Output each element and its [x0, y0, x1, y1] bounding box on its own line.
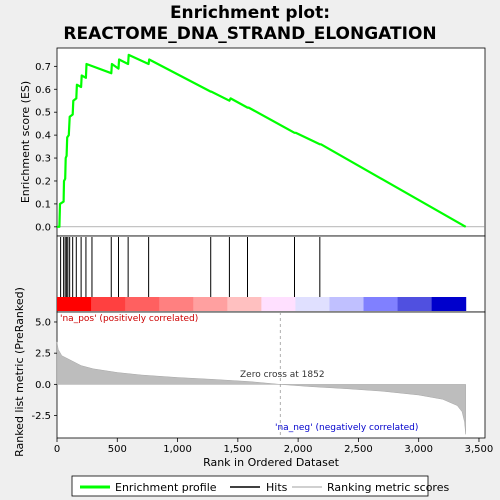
metric-y-tick-label: 0.0: [35, 380, 51, 391]
legend-box: [71, 475, 429, 497]
legend-enrichment-label: Enrichment profile: [115, 481, 217, 494]
x-tick-label: 2,500: [344, 444, 373, 455]
es-y-tick-label: 0.6: [35, 85, 51, 96]
es-y-tick-label: 0.1: [35, 199, 51, 210]
heatmap-band: [125, 297, 160, 311]
metric-y-tick-label: 5.0: [35, 317, 51, 328]
metric-axis-label: Ranked list metric (PreRanked): [13, 287, 26, 457]
legend-hits-label: Hits: [266, 481, 288, 494]
x-tick-label: 500: [108, 444, 127, 455]
plot-title-line1: Enrichment plot:: [170, 3, 330, 23]
es-axis-label: Enrichment score (ES): [19, 81, 32, 203]
x-tick-label: 0: [54, 444, 60, 455]
es-y-tick-label: 0.2: [35, 176, 51, 187]
x-tick-label: 1,000: [163, 444, 192, 455]
heatmap-band: [397, 297, 433, 311]
heatmap-band: [159, 297, 194, 311]
metric-y-tick-label: -2.5: [31, 411, 51, 422]
x-tick-label: 1,500: [224, 444, 253, 455]
heatmap-band: [261, 297, 296, 311]
ranking-metric-area: [56, 341, 466, 435]
heatmap-band: [227, 297, 262, 311]
heatmap-band: [193, 297, 228, 311]
heatmap-band: [57, 297, 92, 311]
plot-title-line2: REACTOME_DNA_STRAND_ELONGATION: [63, 24, 436, 44]
x-axis-label: Rank in Ordered Dataset: [203, 456, 340, 469]
es-y-tick-label: 0.0: [35, 222, 51, 233]
heatmap-band: [91, 297, 126, 311]
pos-correlated-label: 'na_pos' (positively correlated): [60, 314, 198, 324]
enrichment-profile-line: [57, 53, 467, 228]
zero-cross-label: Zero cross at 1852: [240, 370, 325, 380]
x-tick-label: 2,000: [284, 444, 313, 455]
es-y-tick-label: 0.7: [35, 62, 51, 73]
legend-metric-label: Ranking metric scores: [327, 481, 449, 494]
x-tick-label: 3,500: [465, 444, 494, 455]
heatmap-band: [329, 297, 365, 311]
heatmap-band: [363, 297, 399, 311]
heatmap-band: [295, 297, 330, 311]
es-panel: [56, 47, 486, 237]
heatmap-band: [431, 297, 467, 311]
es-y-tick-label: 0.5: [35, 108, 51, 119]
neg-correlated-label: 'na_neg' (negatively correlated): [275, 423, 418, 433]
es-y-tick-label: 0.3: [35, 154, 51, 165]
x-tick-label: 3,000: [404, 444, 433, 455]
metric-y-tick-label: 2.5: [35, 349, 51, 360]
es-y-tick-label: 0.4: [35, 131, 51, 142]
